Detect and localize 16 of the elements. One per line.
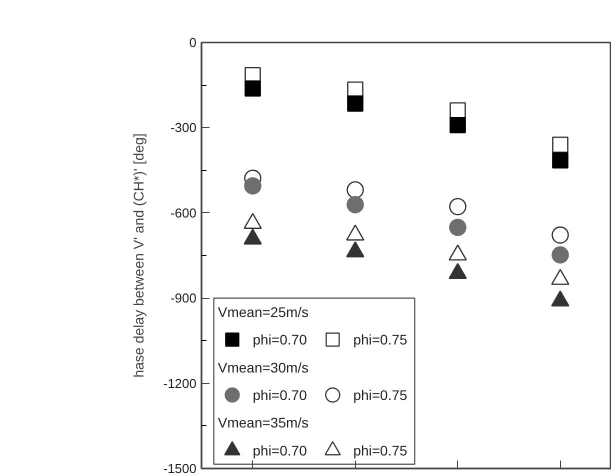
legend-label: phi=0.75 [353, 387, 408, 404]
y-tick-label: -300 [170, 120, 197, 136]
annotation: Vmean=35m/s [218, 414, 309, 431]
y-tick-label: -900 [170, 290, 197, 306]
y-tick-label: -600 [170, 205, 197, 220]
legend-label: phi=0.70 [252, 387, 308, 404]
y-tick-label: 0 [189, 35, 197, 50]
y-tick-label: -1200 [163, 376, 196, 391]
annotation: Vmean=30m/s [218, 359, 309, 376]
y-axis-title: hase delay between V' and (CH*)' [deg] [130, 133, 146, 378]
legend-label: phi=0.75 [353, 332, 408, 348]
legend-label: phi=0.70 [252, 442, 308, 458]
annotation: Vmean=25m/s [218, 304, 309, 320]
legend-label: phi=0.70 [252, 332, 308, 348]
legend-label: phi=0.75 [353, 442, 408, 458]
y-tick-label: -1500 [163, 461, 196, 476]
